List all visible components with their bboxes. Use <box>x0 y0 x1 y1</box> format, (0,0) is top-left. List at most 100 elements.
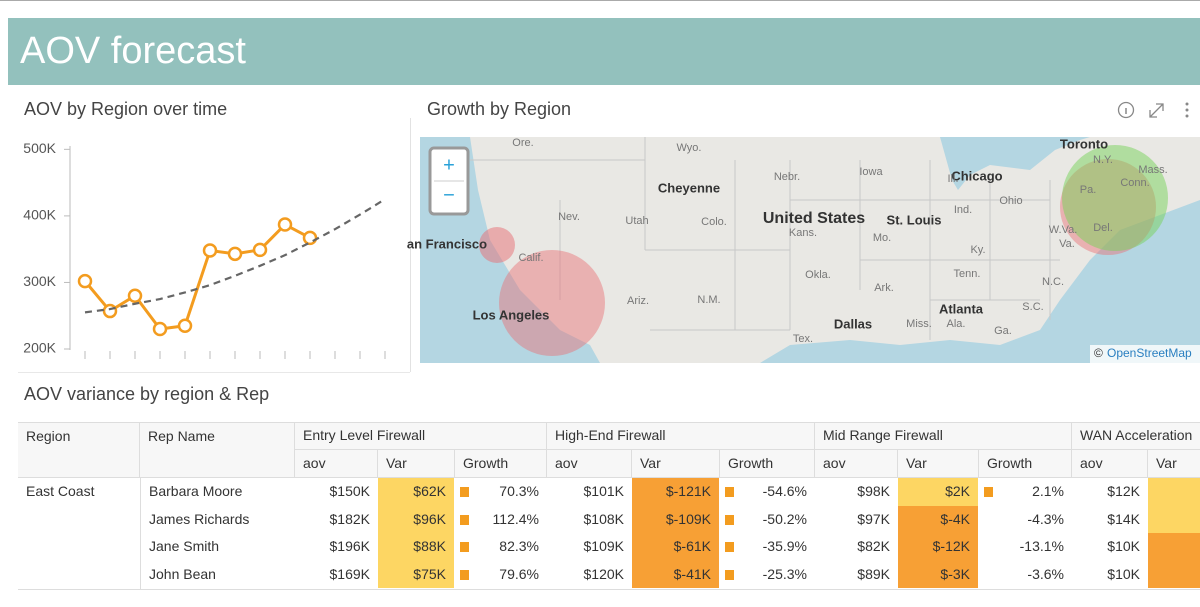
map: Ore. Wyo. Nebr. Iowa Cheyenne Chicago Toronto N… <box>407 101 1200 363</box>
region-label: Ariz. <box>627 295 649 307</box>
region-label: Ark. <box>874 282 894 294</box>
value-cell: $ <box>1148 505 1200 533</box>
region-label: Ill. <box>948 173 959 185</box>
value-cell: $89K <box>857 565 890 582</box>
value-cell: 2.1% <box>1032 483 1064 499</box>
value-cell: $-61K <box>632 533 720 561</box>
menu-icon[interactable] <box>1185 102 1189 106</box>
table-bottom <box>18 589 1200 590</box>
region-label: S.C. <box>1022 301 1043 313</box>
value-cell: $120K <box>583 565 624 582</box>
panel-divider <box>410 118 411 372</box>
region-label: W.Va. <box>1049 224 1078 236</box>
region-bubble[interactable] <box>499 250 605 356</box>
value-cell: $10K <box>1107 538 1140 554</box>
value-cell: $12K <box>1107 483 1140 499</box>
city-label: Dallas <box>834 316 872 331</box>
region-bubble[interactable] <box>479 227 515 263</box>
value-cell: -3.6% <box>1027 565 1064 582</box>
sub-header: Growth <box>455 450 547 478</box>
sub-header: Var <box>898 450 979 478</box>
value-cell: $2K <box>898 478 979 506</box>
sub-header: aov <box>815 450 898 478</box>
region-label: Mass. <box>1138 164 1167 176</box>
growth-bar <box>460 569 469 580</box>
map-ocean <box>760 200 1200 363</box>
growth-bar <box>725 487 734 497</box>
attribution-prefix: © <box>1094 346 1103 360</box>
sub-header: Growth <box>720 450 815 478</box>
region-label: Ind. <box>954 204 972 216</box>
value-cell: 112.4% <box>492 510 539 527</box>
sub-header: aov <box>295 450 378 478</box>
city-label: United States <box>763 210 865 227</box>
value-cell: $10K <box>1107 565 1140 582</box>
region-label: Nebr. <box>774 171 800 183</box>
region-label: Ga. <box>994 325 1012 337</box>
region-label: Miss. <box>906 318 932 330</box>
region-label: Mo. <box>873 232 891 244</box>
column-header: Rep Name <box>140 422 295 478</box>
region-label: Okla. <box>805 269 831 281</box>
value-cell: $-109K <box>632 505 720 533</box>
value-cell: $75K <box>378 560 455 588</box>
value-cell: $108K <box>583 510 624 527</box>
map-toolbar[interactable] <box>1117 101 1189 119</box>
y-tick-label: 300K <box>23 273 56 289</box>
growth-bar <box>460 514 469 525</box>
value-cell: $14K <box>1107 510 1140 527</box>
value-cell: $62K <box>378 478 455 506</box>
value-cell: 82.3% <box>499 538 539 554</box>
value-cell: $-4 <box>1148 533 1200 561</box>
value-cell: -54.6% <box>762 483 807 499</box>
map-lakes <box>940 137 1090 190</box>
value-cell: $169K <box>329 565 370 582</box>
region-label: Pa. <box>1080 184 1097 196</box>
region-label: Tex. <box>793 333 813 345</box>
region-label: Ky. <box>970 244 985 256</box>
expand-icon[interactable] <box>1149 103 1164 118</box>
region-label: Va. <box>1059 238 1075 250</box>
value-cell: $ <box>1148 478 1200 506</box>
attribution-link[interactable]: OpenStreetMap <box>1107 346 1192 360</box>
group-header: WAN Acceleration <box>1072 422 1200 450</box>
rep-cell: James Richards <box>140 505 295 533</box>
y-tick-label: 200K <box>23 340 56 356</box>
region-bubble[interactable] <box>1062 145 1168 251</box>
map-borders <box>470 137 1060 340</box>
data-point <box>177 318 193 333</box>
info-icon[interactable] <box>1117 101 1135 119</box>
sub-header: Var <box>1148 450 1200 478</box>
value-cell: $96K <box>378 505 455 533</box>
value-cell: $-4K <box>898 505 979 533</box>
value-cell: 79.6% <box>499 565 539 582</box>
growth-bar <box>725 542 734 552</box>
growth-bar <box>725 514 734 525</box>
series-line <box>83 222 311 331</box>
city-label: Atlanta <box>939 301 984 316</box>
panel-divider <box>18 372 410 373</box>
sub-header: Var <box>632 450 720 478</box>
growth-bar <box>984 487 993 497</box>
value-cell: $97K <box>857 510 890 527</box>
column-header: Region <box>18 422 140 478</box>
y-tick-label: 400K <box>23 207 56 223</box>
sub-header: aov <box>547 450 632 478</box>
value-cell: $101K <box>583 483 624 499</box>
value-cell: $196K <box>329 538 370 554</box>
value-cell: $150K <box>329 483 370 499</box>
city-label: Los Angeles <box>473 307 550 322</box>
region-label: Ala. <box>947 318 966 330</box>
zoom-out[interactable]: − <box>443 184 455 206</box>
menu-icon <box>1185 114 1189 118</box>
region-label: Ore. <box>512 137 533 149</box>
value-cell: $98K <box>857 483 890 499</box>
data-point <box>77 273 93 289</box>
zoom-in[interactable]: + <box>443 154 455 176</box>
city-label: an Francisco <box>407 236 487 251</box>
menu-icon <box>1185 108 1189 112</box>
group-header: Mid Range Firewall <box>815 422 1072 450</box>
line-chart: 200K 300K 400K 500K <box>23 140 386 359</box>
rep-cell: Barbara Moore <box>140 478 295 506</box>
chart-title: AOV by Region over time <box>24 99 228 119</box>
